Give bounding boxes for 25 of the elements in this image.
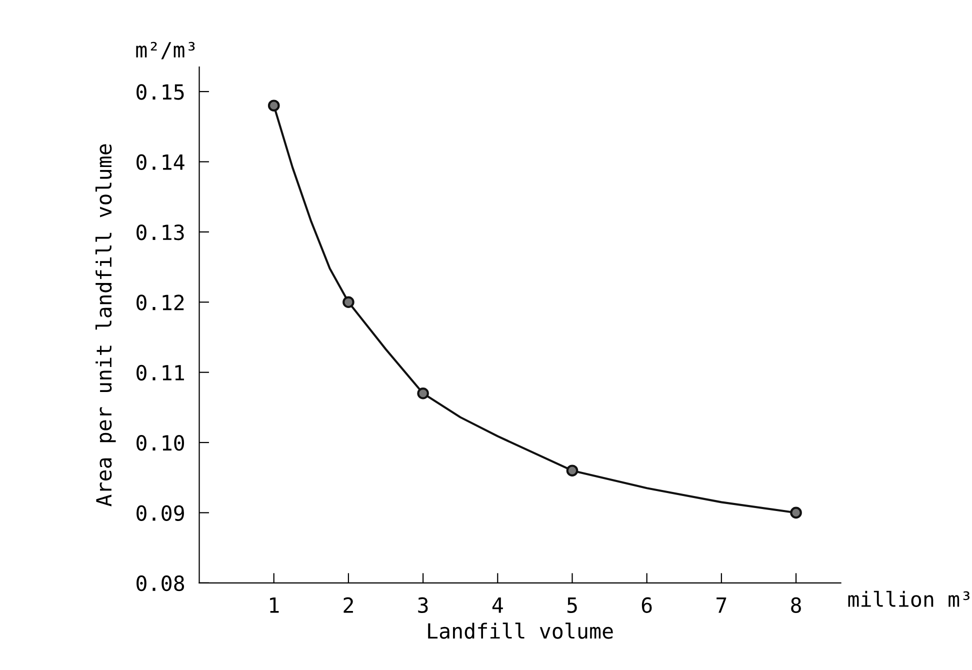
- y-tick-label: 0.10: [136, 435, 184, 451]
- point: [342, 296, 354, 308]
- y-tick-label: 0.11: [136, 364, 184, 381]
- x-tick-label: 1: [270, 598, 279, 613]
- y-tick-label: 0.09: [136, 505, 184, 521]
- y-tick-label: 0.12: [136, 294, 184, 310]
- point: [417, 387, 429, 400]
- x-tick-label: 7: [716, 598, 726, 613]
- x-tick-label: 2: [344, 597, 353, 613]
- y-axis-title: Area per unit landfill volume: [95, 144, 116, 506]
- x-tick-label: 8: [791, 597, 801, 614]
- x-tick-label: 5: [567, 598, 577, 614]
- y-tick-label: 0.14: [136, 154, 184, 170]
- y-tick-label: 0.08: [136, 575, 184, 592]
- text: m²/m³: [136, 42, 195, 60]
- x-tick-label: 3: [418, 597, 428, 614]
- y-tick-label: 0.13: [136, 224, 184, 240]
- x-axis-title: Landfill volume: [428, 622, 613, 639]
- point: [790, 506, 802, 519]
- text: million m³: [848, 590, 970, 608]
- y-tick-label: 0.15: [136, 84, 184, 100]
- x-tick-label: 4: [492, 598, 503, 613]
- x-tick-label: 6: [642, 597, 652, 614]
- point: [268, 100, 280, 112]
- point: [566, 464, 578, 476]
